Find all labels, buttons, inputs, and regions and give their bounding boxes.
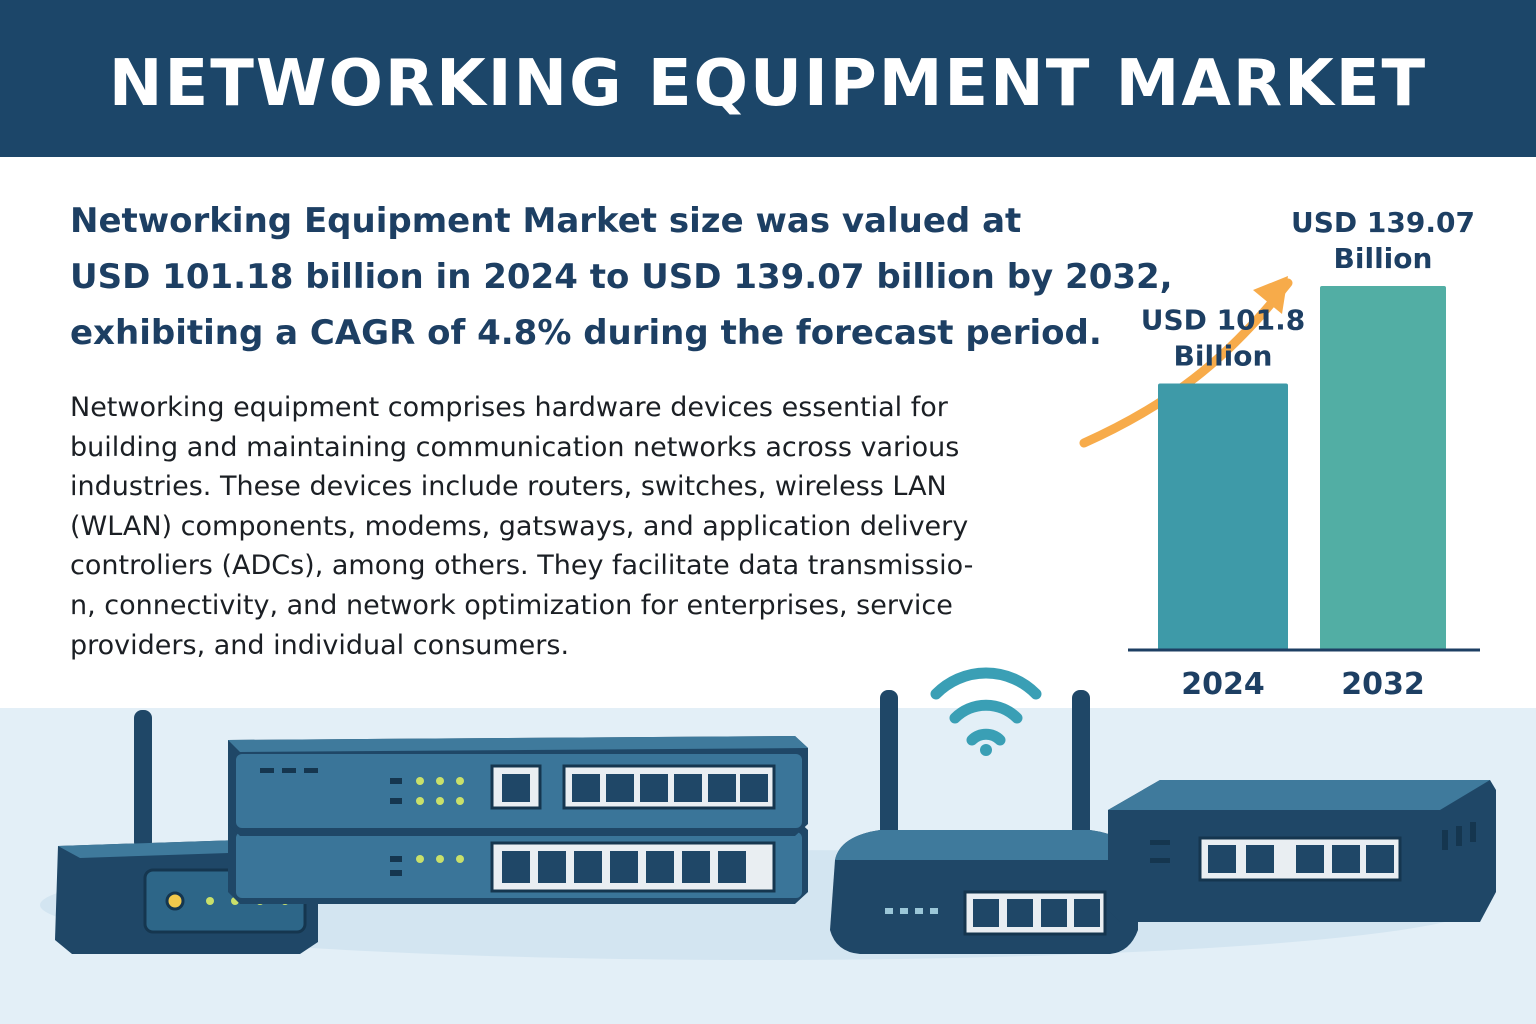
x-tick-label-2032: 2032 [1341,667,1425,702]
wireless-router-icon [830,690,1138,954]
description-line: (WLAN) components, modems, gatsways, and… [70,510,969,542]
headline-line: Networking Equipment Market size was val… [70,201,1022,241]
network-devices-illustration [0,667,1536,1024]
description-line: controliers (ADCs), among others. They f… [70,550,974,582]
growth-arrow-icon [1079,278,1293,448]
network-switch-icon [228,818,808,904]
network-switch-icon [228,736,808,836]
description-line: providers, and individual consumers. [70,629,570,661]
wifi-icon [930,667,1042,756]
headline-line: exhibiting a CAGR of 4.8% during the for… [70,313,1102,353]
x-tick-label-2024: 2024 [1181,667,1265,702]
market-summary-headline: Networking Equipment Market size was val… [70,193,1200,361]
value-label-2024: USD 101.8 [1141,304,1305,337]
headline-line: USD 101.18 billion in 2024 to USD 139.07… [70,257,1173,297]
page-title: NETWORKING EQUIPMENT MARKET [108,47,1428,121]
description-line: building and maintaining communication n… [70,431,960,463]
description-line: industries. These devices include router… [70,471,947,503]
description-line: n, connectivity, and network optimizatio… [70,589,953,621]
bar-2024 [1158,383,1288,650]
description-line: Networking equipment comprises hardware … [70,392,948,423]
value-label-2032: Billion [1334,242,1433,275]
value-label-2032: USD 139.07 [1291,206,1475,239]
network-switch-icon [1108,780,1496,922]
value-label-2024: Billion [1174,340,1273,373]
header-banner: NETWORKING EQUIPMENT MARKET [0,0,1536,157]
bar-2032 [1320,286,1446,650]
growth-arrowhead [1253,276,1288,314]
market-description: Networking equipment comprises hardware … [70,388,1070,665]
